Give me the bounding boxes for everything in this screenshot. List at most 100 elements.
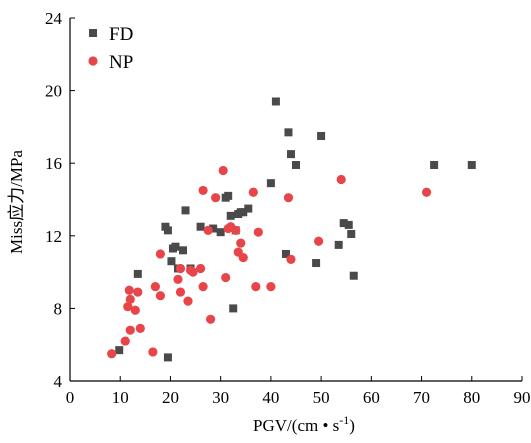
point-np (421, 187, 432, 197)
point-np (133, 287, 143, 297)
point-np (183, 296, 193, 306)
y-tick-label: 16 (45, 154, 62, 173)
point-fd (171, 242, 180, 251)
point-fd (163, 353, 172, 362)
legend-label: FD (109, 24, 133, 45)
point-fd (209, 224, 218, 233)
point-np (221, 272, 231, 283)
point-np (125, 294, 135, 304)
ticks: 0 10 20 30 40 50 60 70 80 90 4 8 12 16 20 24 (45, 9, 531, 407)
point-np (206, 314, 216, 324)
point-np (125, 325, 135, 335)
point-np (251, 282, 261, 292)
legend-item-fd: FD (89, 24, 133, 45)
point-np (286, 254, 296, 264)
point-fd (271, 97, 280, 106)
point-np (248, 187, 258, 197)
legend: FD NP (88, 24, 133, 73)
point-np (198, 185, 208, 196)
y-tick-label: 20 (45, 82, 62, 101)
x-tick-label: 90 (514, 388, 531, 407)
point-fd (344, 220, 353, 229)
point-np (314, 236, 324, 246)
x-tick-label: 0 (66, 388, 75, 407)
x-tick-label: 60 (363, 388, 380, 407)
x-tick-label: 70 (413, 388, 430, 407)
point-np (188, 267, 198, 277)
x-tick-label: 50 (313, 388, 330, 407)
point-fd (224, 191, 233, 200)
point-np (195, 263, 206, 274)
point-np (148, 347, 158, 357)
y-tick-label: 24 (45, 9, 63, 28)
point-fd (317, 131, 326, 140)
point-fd (196, 222, 205, 231)
legend-label: NP (109, 52, 133, 73)
x-axis-title-suffix: ) (349, 416, 355, 435)
point-np (203, 225, 213, 235)
x-tick-label: 80 (463, 388, 480, 407)
point-np (150, 282, 160, 292)
point-np (198, 282, 208, 292)
point-fd (239, 208, 248, 217)
point-fd (339, 219, 348, 228)
point-np (238, 252, 248, 263)
x-axis-title: PGV/(cm • s-1) (253, 413, 355, 435)
axes (69, 18, 522, 382)
point-fd (115, 346, 124, 355)
y-tick-label: 4 (54, 372, 63, 391)
point-fd (133, 269, 142, 278)
point-fd (181, 206, 190, 215)
point-np (283, 193, 294, 203)
point-np (218, 165, 228, 176)
point-np (123, 301, 133, 312)
point-np (135, 323, 145, 333)
series-fd (115, 97, 476, 362)
point-np (107, 349, 117, 359)
point-np (130, 305, 140, 315)
point-np (155, 291, 165, 301)
point-fd (347, 229, 356, 238)
point-fd (286, 150, 295, 159)
point-fd (244, 204, 253, 213)
data-points (107, 97, 476, 362)
point-fd (179, 246, 187, 255)
point-np (231, 225, 241, 235)
point-fd (312, 259, 321, 268)
point-fd (216, 228, 225, 237)
point-fd (281, 249, 290, 258)
point-np (211, 193, 221, 203)
point-fd (430, 161, 439, 170)
x-tick-label: 40 (262, 388, 279, 407)
y-tick-label: 8 (54, 299, 63, 318)
point-fd (284, 128, 293, 137)
point-np (266, 282, 276, 292)
y-tick-label: 12 (45, 227, 62, 246)
point-np (173, 274, 183, 284)
point-fd (266, 179, 275, 188)
legend-item-np: NP (88, 52, 133, 73)
point-fd (167, 257, 176, 266)
y-axis-title: Miss应力/MPa (7, 150, 26, 254)
point-np (336, 174, 346, 185)
point-fd (334, 240, 343, 249)
point-np (175, 263, 186, 274)
point-np (124, 285, 134, 295)
x-axis-title-superscript: -1 (339, 413, 349, 427)
point-fd (226, 211, 235, 220)
series-np (107, 165, 432, 359)
legend-marker-square (89, 29, 97, 37)
x-tick-label: 20 (162, 388, 179, 407)
point-np (155, 249, 165, 259)
point-fd (349, 271, 358, 280)
point-fd (163, 226, 172, 235)
point-fd (292, 161, 300, 170)
point-fd (467, 161, 476, 170)
legend-marker-circle (88, 56, 98, 66)
point-np (236, 238, 246, 248)
point-np (120, 336, 130, 346)
point-np (175, 287, 186, 297)
point-np (253, 227, 263, 237)
x-tick-label: 30 (212, 388, 229, 407)
